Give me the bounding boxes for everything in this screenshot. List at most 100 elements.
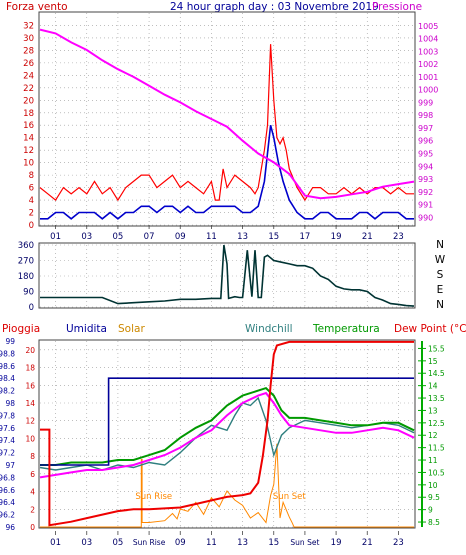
pressure-axis-tick: 1000 [418,86,438,95]
x-tick-label: 11 [206,538,217,548]
humidity-series [40,377,414,466]
wind-speed-series [39,44,414,202]
rain-axis-tick: 18 [25,364,35,373]
temperature-axis-tick: 9.5 [428,493,440,502]
temperature-axis-tick: 14 [428,382,438,391]
x-tick-label: 01 [50,538,61,548]
humidity-axis-tick: 96.4 [0,498,15,507]
humidity-axis-tick: 98.6 [0,362,15,371]
humidity-axis-tick: 96.2 [0,511,15,520]
pressure-axis-tick: 1004 [418,35,438,44]
temperature-axis-tick: 8.5 [428,518,440,527]
x-tick-label: 05 [113,232,124,242]
temperature-axis-tick: 12.5 [428,419,445,428]
compass-label: E [437,284,444,296]
rain-axis-tick: 20 [25,346,35,355]
rain-axis-tick: 14 [25,399,35,408]
humidity-axis-tick: 97.8 [0,411,15,420]
pressure-axis-tick: 991 [418,201,433,210]
rain-axis-tick: 0 [30,523,35,532]
wind-average-series [40,125,414,220]
temperature-axis-tick: 12 [428,431,438,440]
pressure-axis-tick: 997 [418,124,433,133]
direction-axis-tick: 0 [29,303,34,313]
sunset-annotation: Sun Set [273,492,306,502]
temperature-axis-tick: 11.5 [428,444,445,453]
wind-axis-tick: 2 [29,209,34,219]
wind-axis-tick: 26 [23,59,34,69]
direction-axis-tick: 270 [18,257,34,267]
wind-axis-tick: 24 [23,71,34,81]
wind-axis-tick: 32 [23,21,34,31]
rain-axis-tick: 16 [25,381,35,390]
pressure-axis-tick: 1001 [418,73,438,82]
wind-axis-tick: 30 [23,34,34,44]
humidity-axis-tick: 98.4 [0,374,15,383]
chart-title: 24 hour graph day : 03 Novembre 2019 [170,1,379,13]
x-tick-label: 01 [50,232,61,242]
x-tick-label: 13 [237,232,248,242]
sunrise-annotation: Sun Rise [135,492,172,502]
pressure-axis-tick: 999 [418,98,433,107]
x-tick-label: 17 [300,232,311,242]
direction-axis-tick: 360 [18,241,34,251]
wind-axis-tick: 20 [23,96,34,106]
wind-axis-tick: 28 [23,46,34,56]
wind-axis-tick: 4 [29,196,34,206]
humidity-axis-tick: 97.4 [0,436,15,445]
temperature-axis-tick: 14.5 [428,369,445,378]
wind-axis-tick: 6 [29,184,34,194]
wind-axis-tick: 10 [23,159,34,169]
pressure-series [39,28,415,200]
pressure-axis-tick: 990 [418,213,433,222]
wind-axis-tick: 16 [23,121,34,131]
x-tick-label: 19 [331,538,342,548]
temperature-axis-tick: 10 [428,481,438,490]
pressure-label: Pressione [372,1,422,13]
humidity-axis-tick: 96 [5,523,15,532]
rain-axis-tick: 4 [30,488,35,497]
wind-axis-tick: 22 [23,84,34,94]
dewpoint-series [39,391,415,479]
x-tick-label: 03 [81,232,92,242]
wind-axis-tick: 0 [29,221,34,231]
pressure-axis-tick: 994 [418,162,433,171]
humidity-axis-tick: 98.8 [0,349,15,358]
x-tick-label: 03 [81,538,92,548]
wind-axis-tick: 14 [23,134,34,144]
direction-panel [38,242,416,309]
humidity-axis-tick: 96.8 [0,473,15,482]
humidity-axis-tick: 98.2 [0,387,15,396]
humidity-axis-tick: 97 [5,461,15,470]
temperature-label: Temperatura [312,323,380,335]
compass-label: W [435,254,446,266]
direction-axis-tick: 180 [18,272,34,282]
pressure-axis-tick: 993 [418,175,433,184]
pressure-axis-tick: 998 [418,111,433,120]
x-tick-label: 07 [144,232,155,242]
compass-label: S [437,269,444,281]
temperature-series [40,386,415,466]
x-tick-label: 19 [331,232,342,242]
wind-panel [38,11,416,227]
x-tick-label: 15 [268,538,279,548]
humidity-axis-tick: 99 [5,337,15,346]
solar-series [40,443,414,528]
humidity-axis-tick: 97.2 [0,449,15,458]
rain-axis-tick: 10 [25,434,35,443]
x-tick-label: 09 [175,232,186,242]
pressure-axis-tick: 995 [418,149,433,158]
rain-axis-tick: 2 [30,505,35,514]
x-tick-label: 23 [393,538,404,548]
x-tick-label: 09 [175,538,186,548]
x-tick-label: 15 [268,232,279,242]
rain-axis-tick: 6 [30,470,35,479]
wind-direction-series [40,244,415,307]
rain-label: Pioggia [2,323,40,335]
compass-label: N [436,239,444,251]
pressure-axis-tick: 1002 [418,60,438,69]
x-tick-label: 23 [393,232,404,242]
weather-panel [38,339,416,529]
humidity-axis-tick: 96.6 [0,486,15,495]
